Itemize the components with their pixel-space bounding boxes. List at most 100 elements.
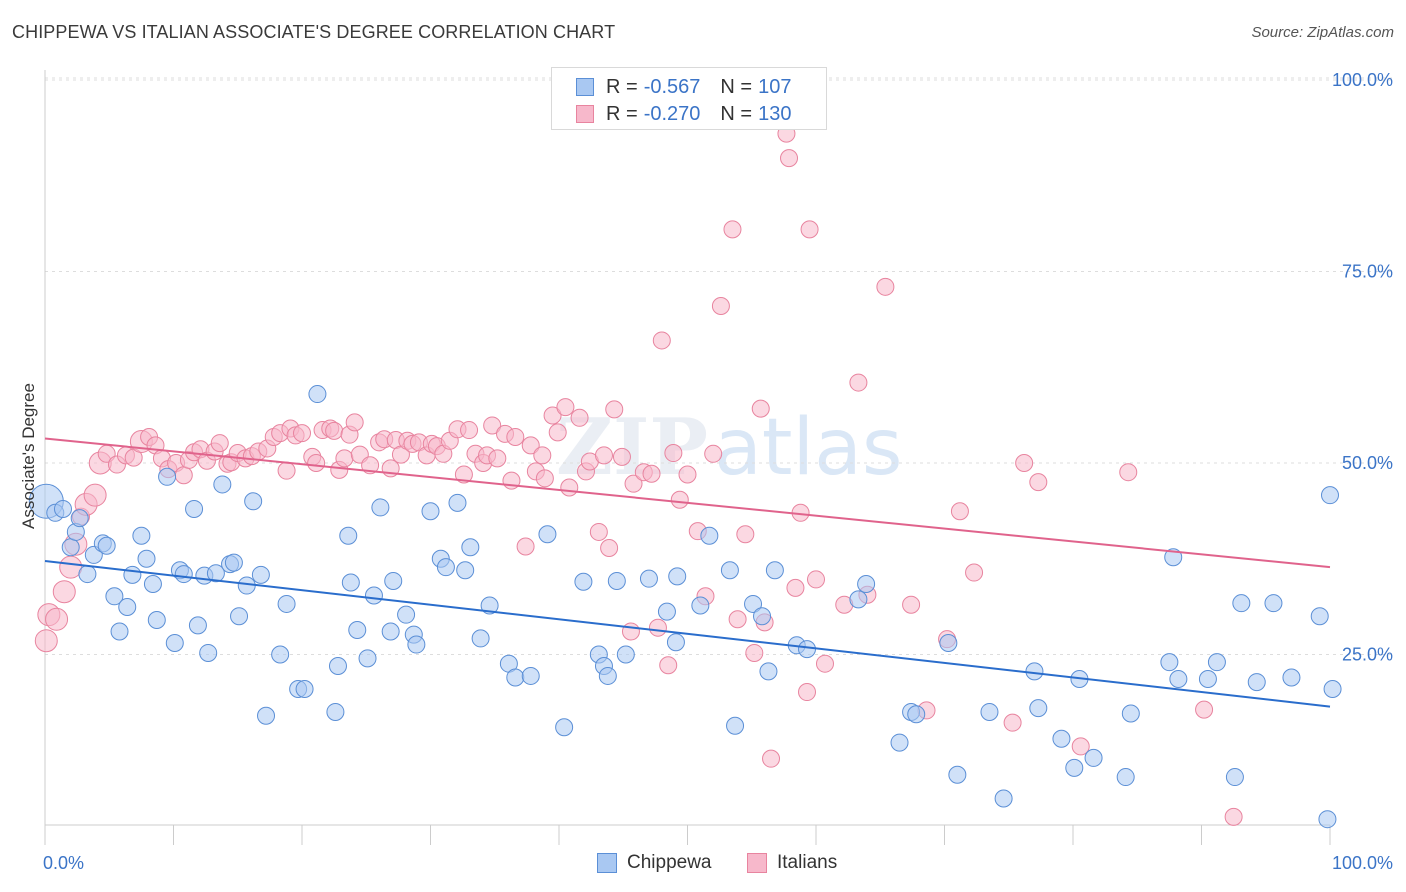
italians-point: [521, 436, 540, 455]
chippewa-point: [753, 607, 772, 626]
n-label: N =: [720, 102, 753, 125]
chippewa-points: [28, 385, 1342, 829]
italians-point: [1071, 737, 1090, 756]
chippewa-point: [480, 596, 499, 615]
chippewa-point: [980, 702, 999, 721]
chippewa-point: [939, 634, 958, 653]
italians-point: [488, 449, 507, 468]
chippewa-point: [118, 598, 137, 617]
chippewa-point: [1164, 548, 1183, 567]
italians-point: [1224, 807, 1243, 826]
italians-point: [624, 474, 643, 493]
y-tick-label: 50.0%: [1342, 453, 1393, 473]
italians-point: [849, 373, 868, 392]
n-value: 107: [758, 75, 792, 98]
italians-point: [174, 466, 193, 485]
n-value: 130: [758, 102, 792, 125]
chippewa-point: [143, 575, 162, 594]
italians-point: [325, 421, 344, 440]
italians-point: [543, 406, 562, 425]
chippewa-point: [849, 590, 868, 609]
chippewa-point: [1169, 670, 1188, 689]
italians-point: [745, 643, 764, 662]
chippewa-point: [295, 679, 314, 698]
italians-point: [800, 220, 819, 239]
chippewa-point: [251, 565, 270, 584]
grid: [45, 77, 1393, 655]
chippewa-point: [720, 561, 739, 580]
chippewa-point: [199, 643, 218, 662]
legend-item-italians[interactable]: Italians: [747, 852, 837, 874]
chippewa-point: [1318, 810, 1337, 829]
italians-point: [335, 449, 354, 468]
chippewa-point: [744, 594, 763, 613]
italians-point: [605, 400, 624, 419]
italians-point: [728, 610, 747, 629]
chippewa-point: [471, 629, 490, 648]
chippewa-point: [521, 666, 540, 685]
chippewa-point: [137, 549, 156, 568]
chippewa-point: [666, 633, 685, 652]
r-label: R =: [606, 102, 638, 125]
r-value: -0.270: [643, 102, 701, 125]
italians-point: [570, 408, 589, 427]
chippewa-point: [538, 525, 557, 544]
chippewa-point: [308, 385, 327, 404]
r-label: R =: [606, 75, 638, 98]
italians-point: [807, 570, 825, 589]
chippewa-point: [364, 586, 383, 605]
chippewa-point: [1025, 662, 1044, 681]
italians-point: [1015, 454, 1034, 472]
chippewa-point: [1121, 704, 1140, 723]
italians-point: [965, 563, 984, 582]
italians-point: [670, 490, 689, 509]
italians-point: [876, 277, 895, 296]
italians-point: [535, 469, 554, 488]
italians-point: [516, 537, 535, 556]
chippewa-point: [598, 666, 617, 685]
italians-points: [34, 124, 1243, 826]
tick-labels: 25.0% 50.0% 75.0% 100.0% 0.0% 100.0% Associate…: [19, 70, 1393, 873]
legend-label-italians: Italians: [777, 852, 838, 873]
chippewa-point: [657, 602, 676, 621]
chippewa-point: [185, 499, 204, 518]
chippewa-point: [798, 640, 817, 659]
chippewa-point: [397, 605, 416, 624]
italians-point: [307, 454, 326, 472]
chippewa-point: [436, 558, 455, 577]
italians-point: [277, 461, 296, 480]
chart-title: CHIPPEWA VS ITALIAN ASSOCIATE'S DEGREE C…: [12, 22, 616, 42]
italians-point: [454, 465, 473, 484]
italians-point: [59, 555, 83, 579]
italians-point: [548, 423, 567, 442]
chippewa-point: [1321, 486, 1339, 505]
chippewa-point: [339, 526, 358, 545]
chippewa-point: [341, 573, 360, 592]
chippewa-point: [224, 553, 243, 572]
chippewa-point: [61, 538, 80, 557]
chippewa-point: [70, 509, 89, 528]
italians-point: [600, 539, 619, 558]
chippewa-point: [381, 622, 400, 641]
chippewa-point: [691, 596, 710, 615]
chippewa-point: [165, 634, 184, 653]
chippewa-point: [328, 656, 347, 675]
chippewa-point: [1160, 653, 1179, 672]
y-axis-title: Associate's Degree: [19, 383, 38, 529]
chippewa-point: [765, 561, 784, 580]
chippewa-point: [110, 622, 129, 641]
chippewa-point: [147, 611, 166, 630]
chippewa-point: [1282, 668, 1301, 687]
italians-point: [723, 220, 742, 239]
chippewa-point: [607, 571, 626, 590]
chippewa-legend-swatch: [597, 853, 617, 873]
italians-point: [642, 464, 661, 483]
italians-point: [780, 149, 799, 168]
chippewa-point: [1232, 594, 1251, 613]
legend-item-chippewa[interactable]: Chippewa: [597, 852, 712, 874]
italians-point: [751, 399, 770, 418]
chippewa-point: [188, 616, 207, 635]
chippewa-point: [857, 575, 876, 594]
y-tick-label: 25.0%: [1342, 645, 1393, 665]
